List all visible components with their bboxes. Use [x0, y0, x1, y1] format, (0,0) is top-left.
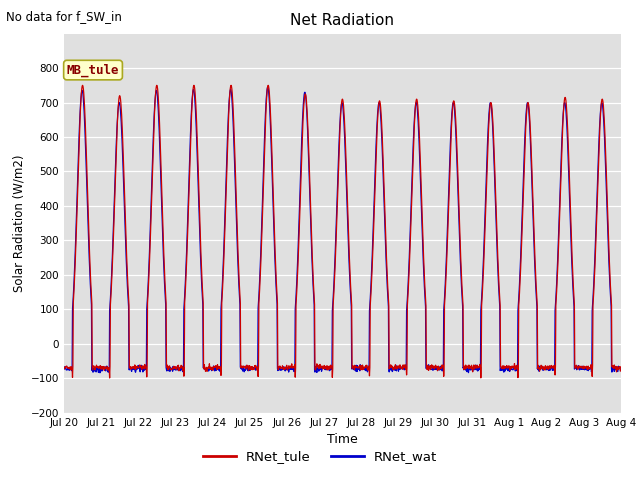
RNet_tule — [171, 366, 179, 372]
RNet_tule — [616, 368, 624, 374]
RNet_tule — [185, 203, 193, 209]
RNet_wat — [551, 308, 559, 313]
RNet_wat — [184, 204, 192, 209]
RNet_tule — [502, 364, 510, 370]
RNet_tule — [429, 363, 437, 369]
RNet_tule — [79, 83, 86, 88]
Line: RNet_tule: RNet_tule — [64, 85, 620, 378]
Legend: RNet_tule, RNet_wat: RNet_tule, RNet_wat — [197, 445, 443, 468]
RNet_wat — [264, 84, 271, 90]
RNet_tule — [247, 364, 255, 370]
X-axis label: Time: Time — [327, 433, 358, 446]
Title: Net Radiation: Net Radiation — [291, 13, 394, 28]
Y-axis label: Solar Radiation (W/m2): Solar Radiation (W/m2) — [12, 155, 25, 292]
Line: RNet_wat: RNet_wat — [64, 87, 620, 373]
RNet_wat — [429, 367, 437, 373]
RNet_wat — [96, 370, 104, 376]
Text: No data for f_SW_in: No data for f_SW_in — [6, 10, 122, 23]
RNet_wat — [616, 368, 624, 373]
RNet_tule — [106, 375, 113, 381]
Text: MB_tule: MB_tule — [67, 63, 119, 77]
RNet_wat — [171, 365, 179, 371]
RNet_tule — [60, 366, 68, 372]
RNet_wat — [60, 366, 68, 372]
RNet_tule — [551, 372, 559, 378]
RNet_wat — [502, 366, 510, 372]
RNet_wat — [246, 367, 254, 372]
